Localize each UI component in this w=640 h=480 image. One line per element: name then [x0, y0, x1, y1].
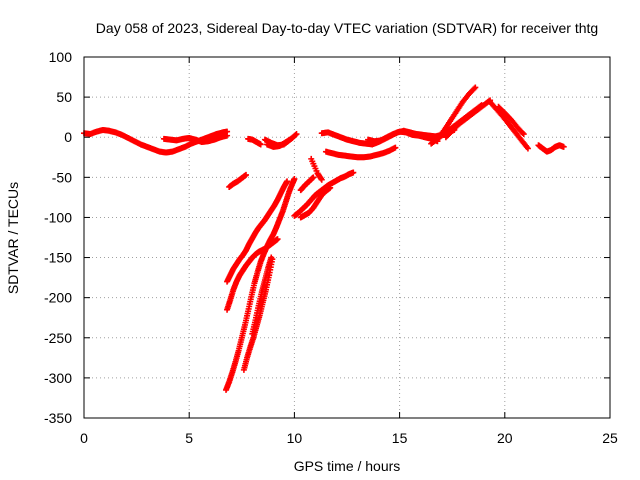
- chart-title: Day 058 of 2023, Sidereal Day-to-day VTE…: [96, 20, 598, 36]
- data-point: [310, 174, 317, 181]
- data-point: [268, 254, 275, 261]
- data-point: [472, 84, 479, 91]
- data-point: [224, 132, 231, 139]
- x-tick-label: 25: [602, 430, 618, 446]
- x-tick-label: 10: [287, 430, 303, 446]
- series-steep-track-4: [240, 256, 276, 373]
- y-tick-label: -300: [44, 370, 72, 386]
- data-point: [243, 171, 250, 178]
- data-point: [292, 131, 299, 138]
- series-lower-band: [322, 144, 399, 161]
- y-tick-label: -250: [44, 330, 72, 346]
- series-rise-3: [434, 102, 485, 142]
- data-point: [257, 141, 264, 148]
- data-point: [524, 145, 531, 152]
- y-tick-label: -200: [44, 290, 72, 306]
- series-baseline-start-b: [160, 132, 231, 146]
- y-tick-label: 0: [64, 129, 72, 145]
- data-point: [519, 129, 526, 136]
- data-point: [293, 131, 300, 138]
- data-point: [350, 169, 357, 176]
- series-dip-segment-b: [245, 135, 264, 148]
- data-point: [284, 178, 291, 185]
- data-point: [327, 184, 334, 191]
- plot-frame: [83, 56, 611, 419]
- data-point: [471, 85, 478, 92]
- y-tick-label: -350: [44, 410, 72, 426]
- series-decline-1: [487, 98, 531, 152]
- y-tick-label: -50: [52, 169, 72, 185]
- data-point: [392, 144, 399, 151]
- series-steep-track-3: [224, 178, 291, 285]
- x-tick-label: 0: [80, 430, 88, 446]
- series-recovery-2: [297, 184, 334, 221]
- data-point: [520, 131, 527, 138]
- y-tick-label: 50: [56, 89, 72, 105]
- y-tick-label: -150: [44, 250, 72, 266]
- x-tick-label: 15: [392, 430, 408, 446]
- axis-ticks: 0 5 10 15 20 25 100 50 0 -50 -100 -150 -200 -250 -300 -…: [44, 49, 618, 446]
- series-dip-segment-a: [226, 171, 250, 190]
- data-point: [318, 176, 325, 183]
- data-point: [478, 102, 485, 109]
- series-baseline-wiggle: [365, 128, 441, 145]
- series-isolated-points: [308, 155, 325, 183]
- x-tick-label: 20: [497, 430, 513, 446]
- series-mid-arc-2: [264, 135, 296, 150]
- data-point: [477, 102, 484, 109]
- y-tick-label: 100: [49, 49, 73, 65]
- data-point: [274, 236, 281, 243]
- series-end-cluster: [535, 142, 567, 155]
- y-axis-label: SDTVAR / TECUs: [5, 182, 21, 294]
- x-tick-label: 5: [185, 430, 193, 446]
- series-recovery-3: [297, 174, 317, 194]
- data-point: [289, 135, 296, 142]
- series-steep-track-5: [249, 254, 275, 337]
- series-steep-track-1: [223, 175, 298, 393]
- data-points: [81, 84, 567, 393]
- y-tick-label: -100: [44, 209, 72, 225]
- data-point: [560, 143, 567, 150]
- data-point: [291, 175, 298, 182]
- series-decline-2: [495, 103, 527, 138]
- series-steep-track-2: [224, 236, 281, 313]
- x-axis-label: GPS time / hours: [294, 458, 401, 474]
